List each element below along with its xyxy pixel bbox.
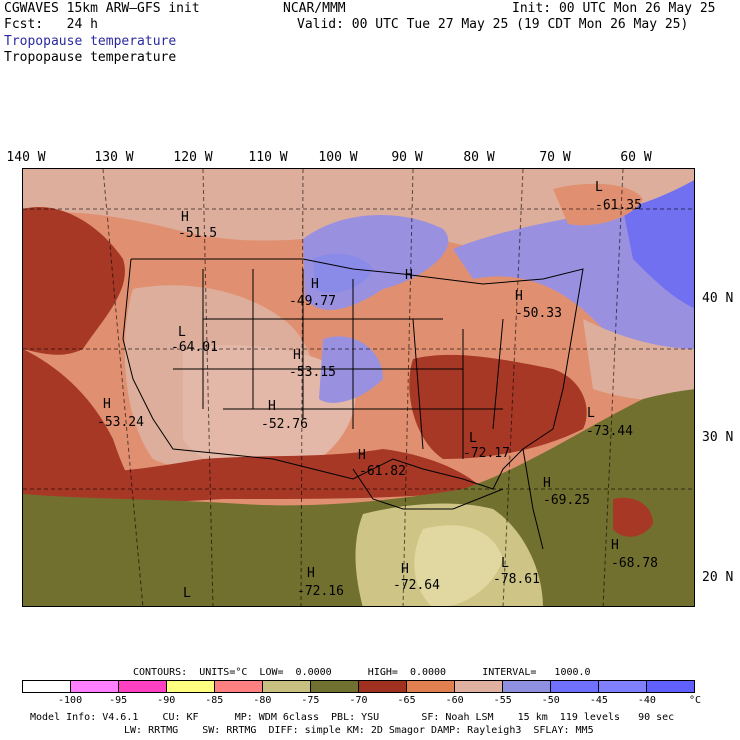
pressure-center-value: -73.44 — [586, 424, 633, 439]
colorbar-tick-label: -90 — [157, 695, 176, 706]
colorbar-tick-label: -65 — [397, 695, 416, 706]
pressure-center-symbol: H — [515, 289, 523, 304]
lon-label: 120 W — [173, 150, 213, 165]
colorbar-tick-label: -45 — [589, 695, 608, 706]
pressure-center-value: -51.5 — [178, 226, 218, 241]
pressure-center-value: -64.01 — [171, 340, 218, 355]
lon-label: 110 W — [248, 150, 288, 165]
lon-label: 90 W — [391, 150, 423, 165]
tropopause-temperature-map: H -51.5 L -61.35 H -49.77 H H -50.33 L -… — [22, 168, 695, 607]
pressure-center-symbol: H — [611, 538, 619, 553]
colorbar-swatch — [647, 681, 694, 692]
lon-label: 60 W — [620, 150, 652, 165]
pressure-center-value: -49.77 — [289, 294, 336, 309]
colorbar-unit: °C — [688, 695, 702, 706]
pressure-center-symbol: H — [358, 448, 366, 463]
pressure-center-value: -61.82 — [359, 464, 406, 479]
contours-info: CONTOURS: UNITS=°C LOW= 0.0000 HIGH= 0.0… — [133, 667, 591, 678]
pressure-center-symbol: H — [103, 397, 111, 412]
colorbar-swatch — [407, 681, 455, 692]
valid-time: Valid: 00 UTC Tue 27 May 25 (19 CDT Mon … — [297, 17, 689, 32]
pressure-center-value: -72.64 — [393, 578, 440, 593]
pressure-center-symbol: H — [181, 210, 189, 225]
model-info-line2: LW: RRTMG SW: RRTMG DIFF: simple KM: 2D … — [124, 725, 594, 736]
pressure-center-value: -53.15 — [289, 365, 336, 380]
model-info-line1: Model Info: V4.6.1 CU: KF MP: WDM 6class… — [30, 712, 675, 723]
colorbar-swatch — [167, 681, 215, 692]
pressure-center-symbol: H — [543, 476, 551, 491]
pressure-center-symbol: H — [401, 562, 409, 577]
pressure-center-symbol: H — [293, 348, 301, 363]
colorbar-swatch — [263, 681, 311, 692]
colorbar-swatch — [503, 681, 551, 692]
forecast-hour: Fcst: 24 h — [4, 17, 98, 32]
center-name: NCAR/MMM — [283, 1, 346, 16]
pressure-center-symbol: H — [268, 399, 276, 414]
colorbar-swatch — [215, 681, 263, 692]
pressure-center-value: -78.61 — [493, 572, 540, 587]
colorbar-tick-label: -80 — [253, 695, 272, 706]
pressure-center-value: -50.33 — [515, 306, 562, 321]
colorbar-tick-label: -100 — [58, 695, 83, 706]
lon-label: 100 W — [318, 150, 358, 165]
colorbar-swatch — [359, 681, 407, 692]
colorbar-swatch — [455, 681, 503, 692]
pressure-center-symbol: L — [587, 406, 595, 421]
init-time: Init: 00 UTC Mon 26 May 25 — [512, 1, 716, 16]
lon-label: 70 W — [539, 150, 571, 165]
map-svg — [23, 169, 694, 606]
field-title-blue: Tropopause temperature — [4, 34, 177, 49]
pressure-center-value: -52.76 — [261, 417, 308, 432]
colorbar-swatch — [311, 681, 359, 692]
colorbar-tick-label: -60 — [445, 695, 464, 706]
pressure-center-value: -72.16 — [297, 584, 344, 599]
colorbar-swatch — [23, 681, 71, 692]
lat-label: 40 N — [702, 291, 734, 306]
pressure-center-symbol: H — [405, 268, 413, 283]
colorbar-tick-label: -95 — [109, 695, 128, 706]
pressure-center-value: -69.25 — [543, 493, 590, 508]
colorbar-swatch — [599, 681, 647, 692]
pressure-center-symbol: H — [311, 277, 319, 292]
colorbar — [22, 680, 695, 693]
colorbar-tick-label: -40 — [637, 695, 656, 706]
lat-label: 20 N — [702, 570, 734, 585]
pressure-center-value: -68.78 — [611, 556, 658, 571]
colorbar-tick-label: -75 — [301, 695, 320, 706]
colorbar-swatch — [119, 681, 167, 692]
pressure-center-symbol: L — [469, 431, 477, 446]
pressure-center-symbol: L — [595, 180, 603, 195]
pressure-center-symbol: L — [183, 586, 191, 601]
colorbar-swatch — [551, 681, 599, 692]
colorbar-tick-label: -50 — [541, 695, 560, 706]
pressure-center-value: -53.24 — [97, 415, 144, 430]
colorbar-tick-label: -85 — [205, 695, 224, 706]
pressure-center-symbol: L — [178, 325, 186, 340]
lon-label: 80 W — [463, 150, 495, 165]
lat-label: 30 N — [702, 430, 734, 445]
field-title: Tropopause temperature — [4, 50, 177, 65]
pressure-center-symbol: H — [307, 566, 315, 581]
lon-label: 130 W — [94, 150, 134, 165]
model-title: CGWAVES 15km ARW–GFS init — [4, 1, 200, 16]
lon-label: 140 W — [6, 150, 46, 165]
pressure-center-value: -61.35 — [595, 198, 642, 213]
colorbar-tick-label: -55 — [493, 695, 512, 706]
colorbar-swatch — [71, 681, 119, 692]
colorbar-tick-label: -70 — [349, 695, 368, 706]
pressure-center-value: -72.17 — [463, 446, 510, 461]
pressure-center-symbol: L — [501, 556, 509, 571]
